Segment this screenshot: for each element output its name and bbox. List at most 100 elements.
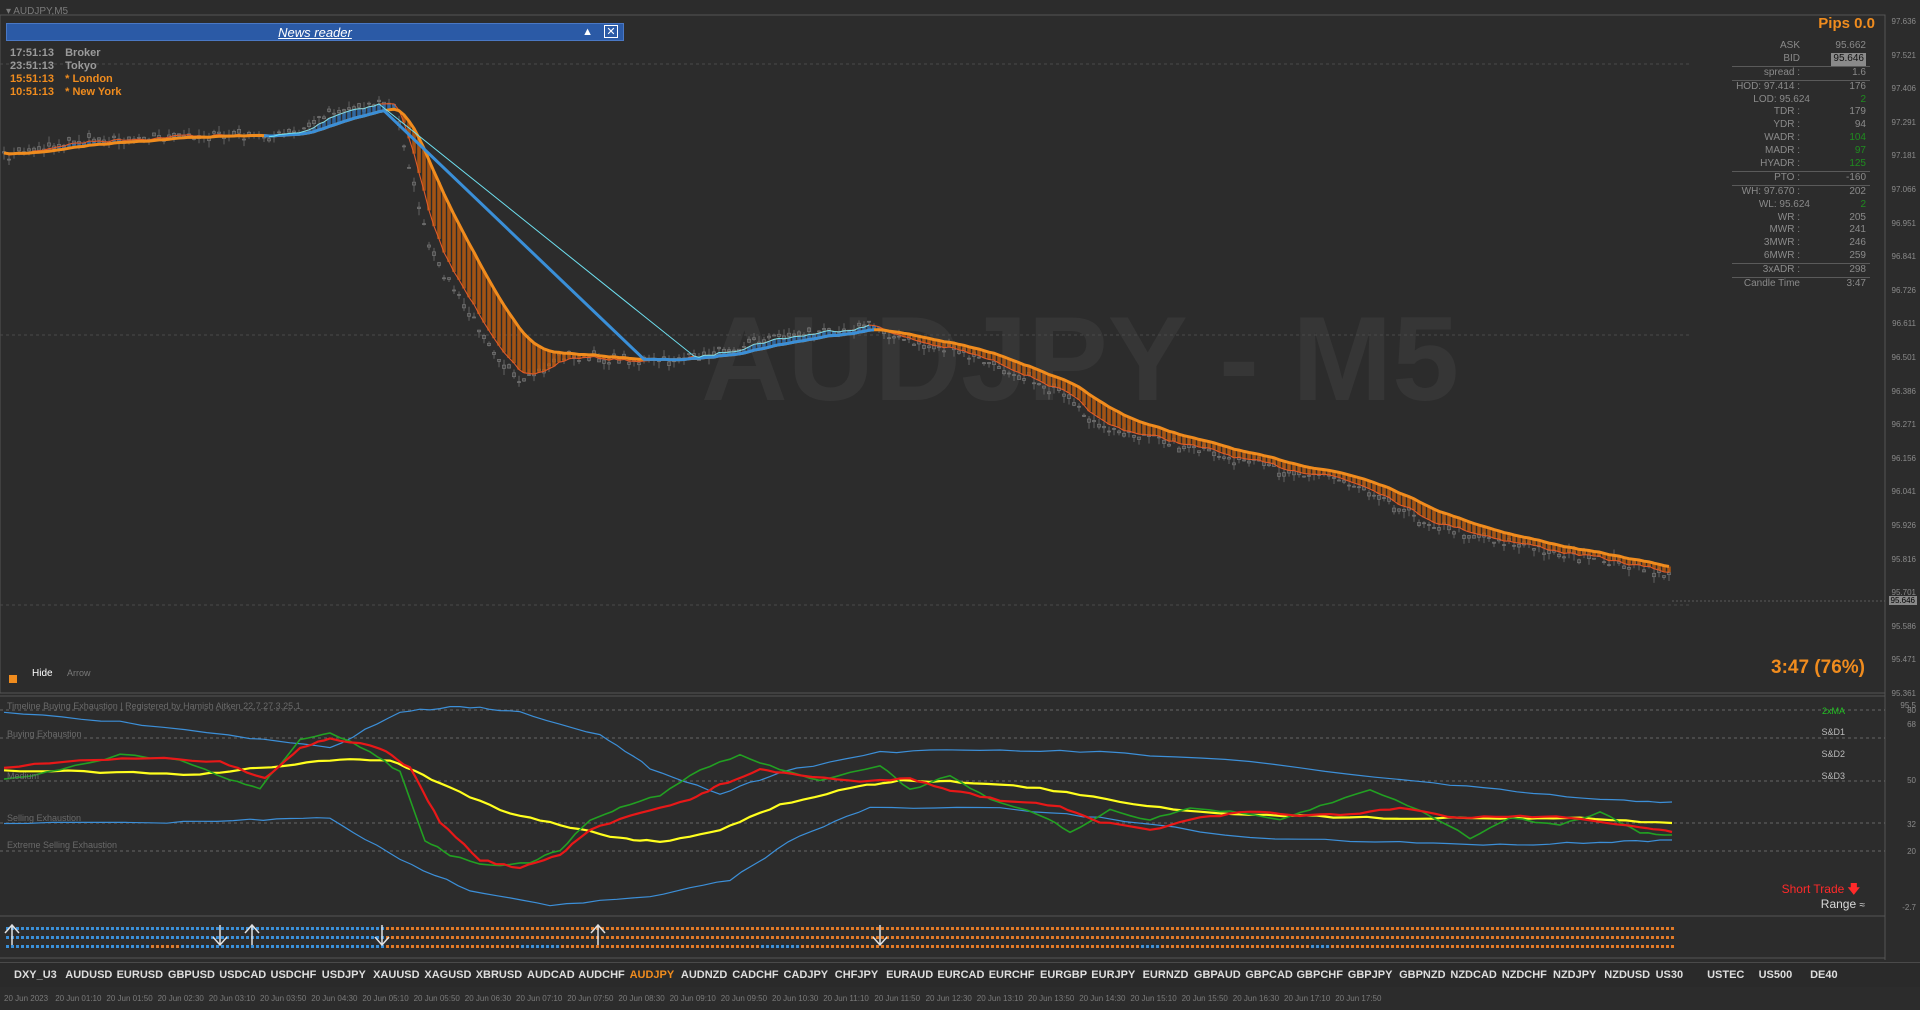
symbol-tab-cadjpy[interactable]: CADJPY	[783, 969, 829, 981]
signal-dot	[466, 927, 469, 930]
arrow-button[interactable]: Arrow	[67, 668, 91, 678]
symbol-tab-audchf[interactable]: AUDCHF	[578, 969, 625, 981]
symbol-tab-gbpnzd[interactable]: GBPNZD	[1399, 969, 1446, 981]
signal-dot	[581, 936, 584, 939]
signal-dot	[706, 945, 709, 948]
signal-dot	[841, 936, 844, 939]
symbol-tab-xagusd[interactable]: XAGUSD	[424, 969, 472, 981]
signal-dot	[1306, 936, 1309, 939]
histogram-bar	[332, 116, 336, 125]
signal-dot	[991, 936, 994, 939]
hide-toggle-box[interactable]	[9, 675, 17, 683]
symbol-tab-audnzd[interactable]: AUDNZD	[680, 969, 728, 981]
signal-dot	[151, 936, 154, 939]
signal-dot	[941, 927, 944, 930]
signal-dot	[716, 927, 719, 930]
time-tick: 20 Jun 08:30	[618, 994, 665, 1003]
signal-dot	[1446, 936, 1449, 939]
signal-dot	[1406, 927, 1409, 930]
signal-dot	[151, 945, 154, 948]
candle-body	[67, 137, 71, 141]
signal-dot	[821, 927, 824, 930]
signal-dot	[1091, 945, 1094, 948]
symbol-tab-eurchf[interactable]: EURCHF	[988, 969, 1035, 981]
signal-dot	[796, 936, 799, 939]
signal-dot	[521, 936, 524, 939]
signal-dot	[16, 936, 19, 939]
symbol-tab-cadchf[interactable]: CADCHF	[732, 969, 779, 981]
signal-dot	[901, 927, 904, 930]
candle-body	[1492, 541, 1496, 544]
symbol-tab-us500[interactable]: US500	[1758, 969, 1793, 981]
symbol-tab-nzdjpy[interactable]: NZDJPY	[1553, 969, 1597, 981]
symbol-tab-usdcad[interactable]: USDCAD	[219, 969, 267, 981]
symbol-tab-nzdchf[interactable]: NZDCHF	[1501, 969, 1547, 981]
symbol-tab-audusd[interactable]: AUDUSD	[65, 969, 113, 981]
signal-dot	[1071, 945, 1074, 948]
signal-dot	[1346, 927, 1349, 930]
signal-dot	[811, 936, 814, 939]
histogram-bar	[1347, 474, 1351, 482]
symbol-tab-usdchf[interactable]: USDCHF	[270, 969, 317, 981]
info-label: 3xADR :	[1762, 264, 1800, 276]
news-reader-title[interactable]: News reader	[278, 25, 352, 40]
signal-dot	[1201, 945, 1204, 948]
symbol-tab-us30[interactable]: US30	[1655, 969, 1684, 981]
signal-dot	[1011, 936, 1014, 939]
candle-body	[902, 339, 906, 341]
signal-dot	[206, 936, 209, 939]
price-tick: 95.926	[1891, 521, 1916, 530]
signal-dot	[1041, 936, 1044, 939]
symbol-tab-xauusd[interactable]: XAUUSD	[373, 969, 420, 981]
symbol-tab-eurnzd[interactable]: EURNZD	[1142, 969, 1189, 981]
signal-dot	[576, 945, 579, 948]
signal-dot	[1581, 927, 1584, 930]
signal-dot	[966, 945, 969, 948]
symbol-tab-dxy_u3[interactable]: DXY_U3	[14, 969, 57, 981]
signal-dot	[1611, 927, 1614, 930]
news-reader-bar[interactable]: News reader ▲ ✕	[6, 23, 624, 41]
histogram-bar	[1092, 397, 1096, 415]
symbol-tab-eurusd[interactable]: EURUSD	[116, 969, 164, 981]
signal-dot	[546, 936, 549, 939]
close-box-icon[interactable]: ✕	[604, 25, 618, 38]
symbol-tab-euraud[interactable]: EURAUD	[886, 969, 934, 981]
signal-dot	[1091, 936, 1094, 939]
symbol-tab-gbpcad[interactable]: GBPCAD	[1245, 969, 1293, 981]
signal-dot	[266, 927, 269, 930]
triangle-up-icon[interactable]: ▲	[582, 26, 593, 38]
symbol-tab-eurgbp[interactable]: EURGBP	[1040, 969, 1088, 981]
signal-dot	[1661, 945, 1664, 948]
symbol-tab-audcad[interactable]: AUDCAD	[527, 969, 575, 981]
symbol-tab-gbpaud[interactable]: GBPAUD	[1193, 969, 1241, 981]
symbol-tab-eurjpy[interactable]: EURJPY	[1091, 969, 1136, 981]
hide-button[interactable]: Hide	[32, 668, 53, 679]
info-value: 95.662	[1835, 40, 1866, 51]
symbol-tab-xbrusd[interactable]: XBRUSD	[475, 969, 523, 981]
candle-body	[302, 127, 306, 130]
signal-dot	[201, 945, 204, 948]
symbol-tab-ustec[interactable]: USTEC	[1707, 969, 1745, 981]
histogram-bar	[752, 344, 756, 351]
signal-dot	[1531, 927, 1534, 930]
symbol-tab-nzdusd[interactable]: NZDUSD	[1604, 969, 1651, 981]
time-tick: 20 Jun 09:10	[669, 994, 716, 1003]
symbol-tab-gbpjpy[interactable]: GBPJPY	[1347, 969, 1393, 981]
candle-body	[1232, 462, 1236, 466]
signal-dot	[546, 945, 549, 948]
signal-dot	[961, 927, 964, 930]
symbol-tab-audjpy[interactable]: AUDJPY	[629, 969, 675, 981]
symbol-tab-eurcad[interactable]: EURCAD	[937, 969, 985, 981]
symbol-tab-gbpusd[interactable]: GBPUSD	[167, 969, 215, 981]
symbol-tab-gbpchf[interactable]: GBPCHF	[1296, 969, 1343, 981]
symbol-tab-chfjpy[interactable]: CHFJPY	[834, 969, 879, 981]
signal-dot	[386, 945, 389, 948]
symbol-tab-de40[interactable]: DE40	[1810, 969, 1838, 981]
signal-dot	[1546, 945, 1549, 948]
symbol-tab-usdjpy[interactable]: USDJPY	[321, 969, 366, 981]
symbol-tab-nzdcad[interactable]: NZDCAD	[1450, 969, 1497, 981]
candle-body	[887, 337, 891, 340]
signal-dot	[801, 927, 804, 930]
signal-dot	[1621, 936, 1624, 939]
